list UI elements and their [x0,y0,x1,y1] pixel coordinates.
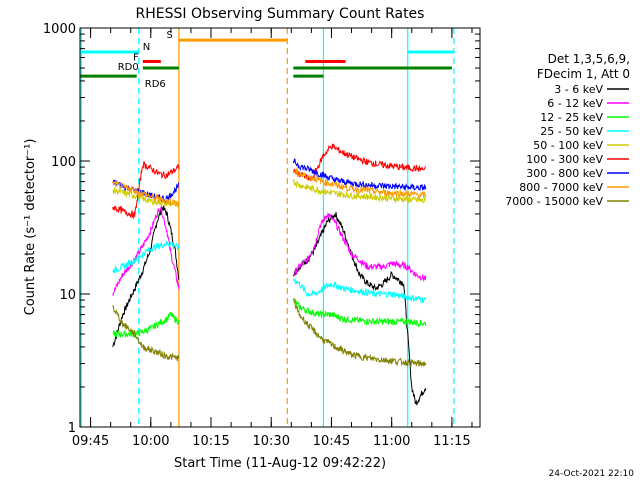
x-tick-label: 11:00 [373,434,410,449]
legend-label: 3 - 6 keV [554,83,603,96]
legend-label: 12 - 25 keV [540,111,603,124]
series-line [112,143,427,220]
flag-label: N [143,42,150,53]
chart-title: RHESSI Observing Summary Count Rates [136,6,425,22]
plot-frame [79,27,481,428]
series-line [112,205,427,296]
legend-label: 50 - 100 keV [533,139,603,152]
series-line [112,168,427,207]
flag-label: F [133,52,139,63]
legend: Det 1,3,5,6,9, FDecim 1, Att 0 3 - 6 keV… [505,52,630,208]
axes: 1 10 100 1000 09:45 10:00 10:15 10:30 10:45 11:00… [43,22,480,449]
legend-label: 25 - 50 keV [540,125,603,138]
legend-label: 6 - 12 keV [547,97,603,110]
y-tick-label: 100 [51,155,76,170]
x-tick-label: 09:45 [72,434,109,449]
y-axis-label: Count Rate (s⁻¹ detector⁻¹) [23,139,38,316]
x-tick-label: 10:45 [313,434,350,449]
x-tick-label: 10:15 [192,434,229,449]
series-line [112,179,427,210]
vertical-markers [80,28,455,427]
legend-label: 100 - 300 keV [526,153,603,166]
y-tick-label: 1000 [43,22,76,37]
series-layer [112,143,427,406]
flag-label: S [167,30,173,41]
footer-date: 24-Oct-2021 22:10 [549,469,635,479]
x-tick-label: 10:00 [132,434,169,449]
flag-label: RD6 [145,79,166,90]
legend-label: 7000 - 15000 keV [505,195,603,208]
y-tick-label: 10 [59,288,76,303]
legend-label: 300 - 800 keV [526,167,603,180]
series-line [112,297,427,367]
y-tick-label: 1 [68,421,76,436]
legend-header-1: Det 1,3,5,6,9, [548,52,630,66]
series-line [112,205,427,406]
x-tick-label: 11:15 [433,434,470,449]
series-line [112,297,427,339]
legend-header-2: FDecim 1, Att 0 [537,67,630,81]
flag-label: RD0 [118,62,139,73]
legend-label: 800 - 7000 keV [519,181,603,194]
series-line [112,158,427,204]
x-tick-label: 10:30 [253,434,290,449]
x-axis-label: Start Time (11-Aug-12 09:42:22) [174,456,386,471]
series-line [112,240,427,304]
